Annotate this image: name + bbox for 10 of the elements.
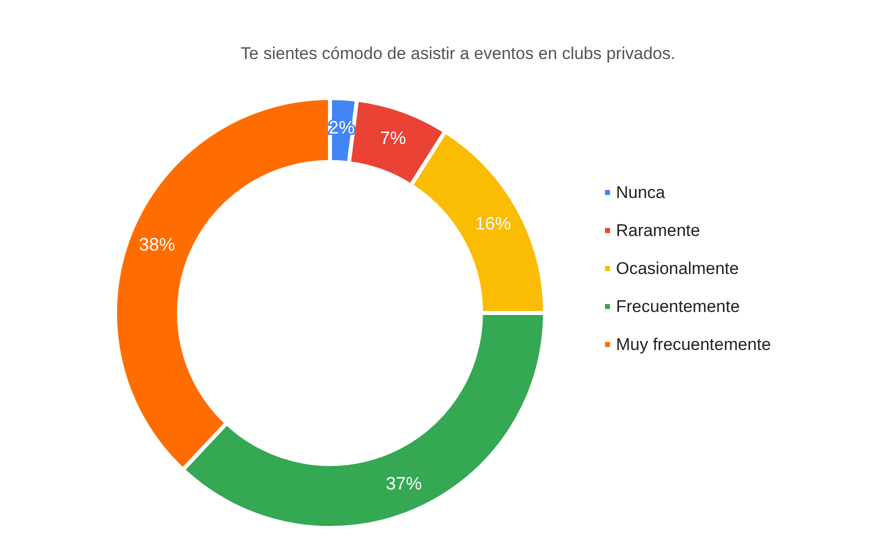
- legend-label: Muy frecuentemente: [616, 335, 771, 354]
- legend-label: Frecuentemente: [616, 297, 740, 316]
- data-label: 37%: [386, 474, 422, 494]
- data-label: 38%: [139, 234, 176, 255]
- legend-label: Nunca: [616, 183, 666, 202]
- data-label: 16%: [474, 213, 512, 234]
- legend-label: Ocasionalmente: [616, 259, 739, 278]
- legend-label: Raramente: [616, 221, 700, 240]
- data-label: 7%: [380, 128, 406, 148]
- chart-title: Te sientes cómodo de asistir a eventos en clubs privados.: [240, 44, 676, 63]
